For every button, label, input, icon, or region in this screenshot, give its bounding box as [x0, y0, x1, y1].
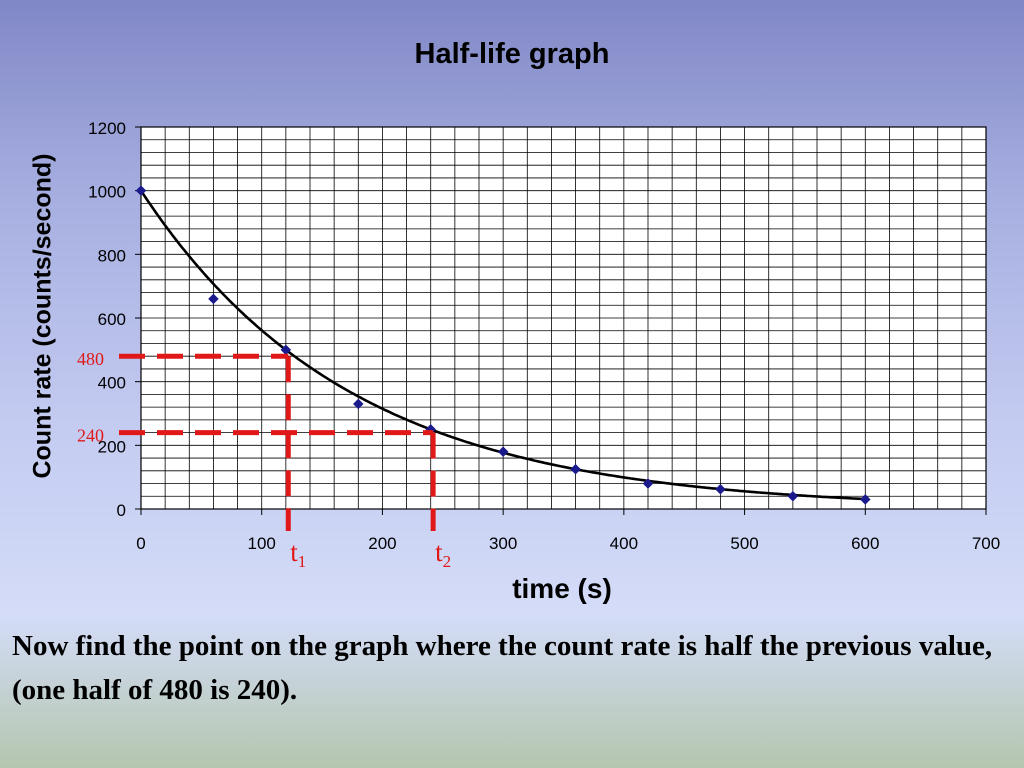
y-tick-label: 1200 — [88, 119, 126, 138]
x-tick-label: 200 — [368, 534, 396, 553]
x-tick-label: 500 — [730, 534, 758, 553]
data-point — [135, 185, 147, 197]
y-tick-label: 800 — [98, 246, 126, 265]
half-value-label: 480 — [77, 349, 104, 369]
x-tick-label: 100 — [248, 534, 276, 553]
grid — [135, 126, 987, 515]
annotations: 480 t1 240 t2 — [77, 349, 451, 571]
y-tick-label: 0 — [117, 501, 126, 520]
data-point — [787, 490, 799, 502]
x-tick-label: 0 — [136, 534, 145, 553]
y-tick-label: 1000 — [88, 183, 126, 202]
data-point — [208, 293, 219, 305]
y-tick-label: 400 — [98, 374, 126, 393]
half-value-label: 240 — [77, 426, 104, 446]
data-point — [642, 478, 654, 489]
tick-labels: 0 200 400 600 800 1000 1200 0 100 200 300 400 500 600… — [88, 119, 1000, 553]
data-point — [497, 446, 509, 458]
data-point — [859, 494, 871, 505]
y-tick-label: 600 — [98, 310, 126, 329]
time-marker-label: t1 — [290, 537, 306, 571]
x-tick-label: 700 — [972, 534, 1000, 553]
data-point — [570, 463, 581, 475]
x-tick-label: 300 — [489, 534, 517, 553]
time-marker-label: t2 — [435, 537, 451, 571]
x-tick-label: 600 — [851, 534, 879, 553]
caption-text: Now find the point on the graph where th… — [12, 630, 993, 706]
data-point — [715, 483, 726, 495]
x-axis-label: time (s) — [512, 573, 612, 604]
chart-title: Half-life graph — [414, 38, 610, 70]
x-tick-label: 400 — [610, 534, 638, 553]
data-point — [352, 398, 364, 410]
y-tick-label: 200 — [98, 437, 126, 456]
